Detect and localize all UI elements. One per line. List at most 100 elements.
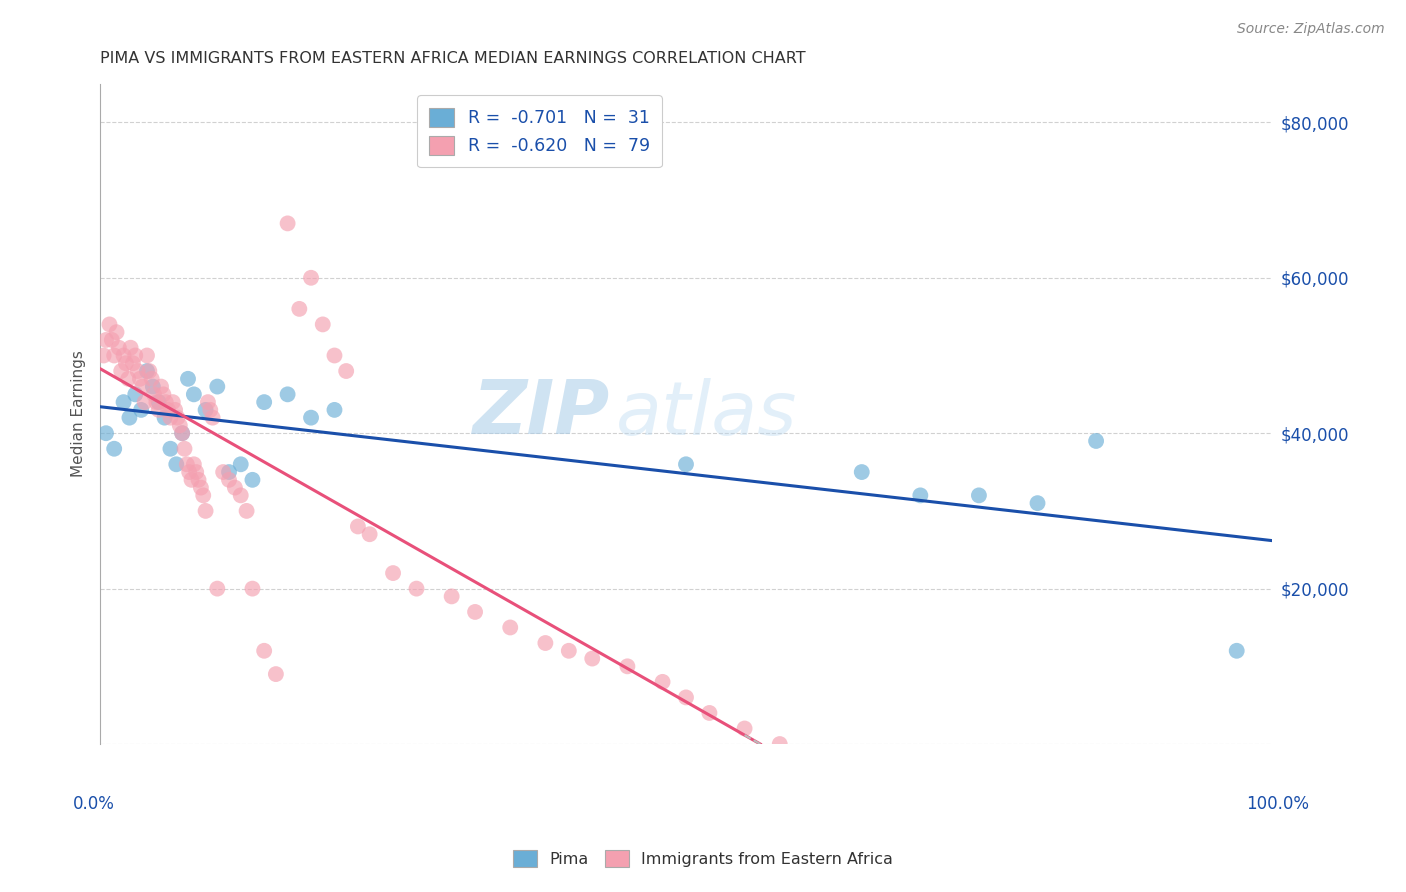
Point xyxy=(166,410,188,425)
Point xyxy=(127,364,149,378)
Point xyxy=(382,566,405,580)
Point xyxy=(299,410,322,425)
Point xyxy=(94,426,117,441)
Point xyxy=(277,216,299,230)
Point xyxy=(103,349,125,363)
Point xyxy=(148,395,170,409)
Point xyxy=(112,395,135,409)
Point xyxy=(129,372,152,386)
Point xyxy=(323,403,346,417)
Point xyxy=(110,364,132,378)
Text: PIMA VS IMMIGRANTS FROM EASTERN AFRICA MEDIAN EARNINGS CORRELATION CHART: PIMA VS IMMIGRANTS FROM EASTERN AFRICA M… xyxy=(100,51,806,66)
Point xyxy=(299,270,322,285)
Point xyxy=(207,379,229,393)
Point xyxy=(172,426,194,441)
Point xyxy=(129,403,152,417)
Legend: R =  -0.701   N =  31, R =  -0.620   N =  79: R = -0.701 N = 31, R = -0.620 N = 79 xyxy=(418,95,662,167)
Point xyxy=(464,605,486,619)
Point xyxy=(910,488,932,502)
Point xyxy=(224,481,246,495)
Point xyxy=(1085,434,1108,448)
Text: 0.0%: 0.0% xyxy=(73,795,115,813)
Point xyxy=(1226,644,1249,658)
Text: ZIP: ZIP xyxy=(472,377,610,450)
Point xyxy=(229,457,252,471)
Point xyxy=(534,636,557,650)
Point xyxy=(98,318,121,332)
Point xyxy=(197,395,219,409)
Point xyxy=(651,674,673,689)
Point xyxy=(183,387,205,401)
Point xyxy=(159,410,181,425)
Point xyxy=(173,442,195,456)
Point xyxy=(165,403,187,417)
Point xyxy=(148,403,170,417)
Y-axis label: Median Earnings: Median Earnings xyxy=(72,351,86,477)
Point xyxy=(201,410,224,425)
Point xyxy=(200,403,222,417)
Point xyxy=(162,395,184,409)
Point xyxy=(118,410,141,425)
Point xyxy=(558,644,581,658)
Point xyxy=(1026,496,1049,510)
Point xyxy=(179,465,201,479)
Point xyxy=(136,349,159,363)
Point xyxy=(165,457,187,471)
Point xyxy=(405,582,427,596)
Point xyxy=(177,372,200,386)
Point xyxy=(94,333,117,347)
Point xyxy=(124,349,146,363)
Point xyxy=(169,418,191,433)
Point xyxy=(967,488,990,502)
Point xyxy=(194,504,217,518)
Text: Source: ZipAtlas.com: Source: ZipAtlas.com xyxy=(1237,22,1385,37)
Point xyxy=(103,442,125,456)
Point xyxy=(699,706,721,720)
Point xyxy=(194,403,217,417)
Point xyxy=(218,465,240,479)
Point xyxy=(136,364,159,378)
Point xyxy=(115,356,138,370)
Point xyxy=(112,349,135,363)
Point xyxy=(242,473,264,487)
Point xyxy=(101,333,124,347)
Point xyxy=(359,527,381,541)
Point xyxy=(93,349,115,363)
Point xyxy=(120,341,142,355)
Point xyxy=(155,395,177,409)
Point xyxy=(108,341,131,355)
Point xyxy=(323,349,346,363)
Point xyxy=(105,325,128,339)
Point xyxy=(235,504,257,518)
Point xyxy=(218,473,240,487)
Legend: Pima, Immigrants from Eastern Africa: Pima, Immigrants from Eastern Africa xyxy=(506,844,900,873)
Point xyxy=(440,590,463,604)
Point xyxy=(792,753,814,767)
Point xyxy=(157,403,180,417)
Point xyxy=(187,473,209,487)
Point xyxy=(142,379,165,393)
Point xyxy=(117,372,139,386)
Point xyxy=(138,364,160,378)
Point xyxy=(277,387,299,401)
Point xyxy=(193,488,215,502)
Point xyxy=(186,465,208,479)
Point xyxy=(176,457,198,471)
Point xyxy=(159,442,181,456)
Point xyxy=(347,519,370,533)
Point xyxy=(153,410,176,425)
Point xyxy=(242,582,264,596)
Point xyxy=(616,659,638,673)
Point xyxy=(253,644,276,658)
Point xyxy=(143,387,166,401)
Point xyxy=(124,387,146,401)
Point xyxy=(212,465,235,479)
Point xyxy=(264,667,287,681)
Point xyxy=(150,379,173,393)
Point xyxy=(288,301,311,316)
Point xyxy=(312,318,335,332)
Point xyxy=(141,372,163,386)
Point xyxy=(145,395,167,409)
Point xyxy=(253,395,276,409)
Point xyxy=(499,620,522,634)
